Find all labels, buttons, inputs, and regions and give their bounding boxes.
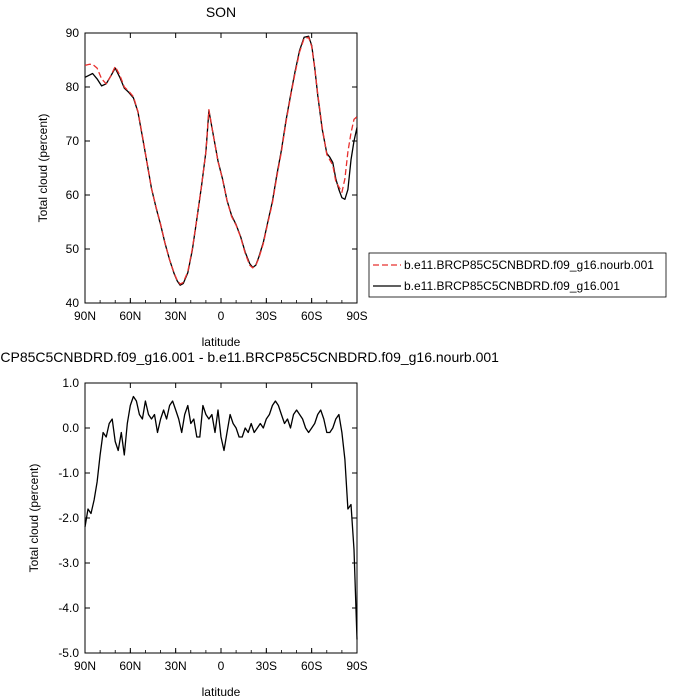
y-tick-label: -5.0 <box>58 646 79 660</box>
y-tick-label: -1.0 <box>58 466 79 480</box>
top-series-group <box>84 35 358 286</box>
x-tick-label: 30N <box>165 309 187 323</box>
x-tick-label: 90N <box>74 659 96 673</box>
top-series-line-1 <box>84 35 358 286</box>
y-tick-label: 60 <box>66 188 80 202</box>
x-tick-label: 0 <box>218 309 225 323</box>
y-tick-label: 1.0 <box>62 376 79 390</box>
bottom-series-line-0 <box>84 395 358 640</box>
y-tick-label: 80 <box>66 80 80 94</box>
x-tick-label: 90N <box>74 309 96 323</box>
bottom-x-axis-label: latitude <box>202 685 241 699</box>
y-tick-label: -3.0 <box>58 556 79 570</box>
y-tick-label: 90 <box>66 26 80 40</box>
bottom-plot-frame <box>84 382 358 654</box>
legend-box <box>368 252 667 298</box>
bottom-y-axis: 1.0 0.0 -1.0 -2.0 -3.0 -4.0 -5.0 <box>58 376 357 660</box>
top-x-axis-label: latitude <box>202 335 241 349</box>
x-tick-label: 60S <box>301 309 322 323</box>
top-chart-panel: SON 90N 60N 30N 0 30S 60S 90S 40 50 60 70 80 90 lat… <box>36 4 368 349</box>
top-plot-frame <box>84 32 358 304</box>
y-tick-label: 0.0 <box>62 421 79 435</box>
bottom-series-group <box>84 395 358 640</box>
legend-label-nourb: b.e11.BRCP85C5CNBDRD.f09_g16.nourb.001 <box>404 258 654 272</box>
x-tick-label: 90S <box>346 309 367 323</box>
legend: b.e11.BRCP85C5CNBDRD.f09_g16.nourb.001 b… <box>368 252 667 298</box>
top-y-axis: 40 50 60 70 80 90 <box>66 26 357 310</box>
y-tick-label: 50 <box>66 242 80 256</box>
x-tick-label: 30S <box>256 309 277 323</box>
bottom-chart-panel: b.e11.BRCP85C5CNBDRD.f09_g16.001 - b.e11… <box>0 349 499 699</box>
bottom-y-axis-label: Total cloud (percent) <box>27 464 41 573</box>
x-tick-label: 60N <box>119 309 141 323</box>
top-series-line-0 <box>84 36 358 285</box>
y-tick-label: 40 <box>66 296 80 310</box>
x-tick-label: 0 <box>218 659 225 673</box>
x-tick-label: 90S <box>346 659 367 673</box>
y-tick-label: -4.0 <box>58 601 79 615</box>
y-tick-label: -2.0 <box>58 511 79 525</box>
x-tick-label: 30N <box>165 659 187 673</box>
top-chart-title: SON <box>206 4 236 20</box>
bottom-x-axis: 90N 60N 30N 0 30S 60S 90S <box>74 383 368 673</box>
top-x-axis: 90N 60N 30N 0 30S 60S 90S <box>74 33 368 323</box>
x-tick-label: 30S <box>256 659 277 673</box>
x-tick-label: 60N <box>119 659 141 673</box>
y-tick-label: 70 <box>66 134 80 148</box>
bottom-chart-title: b.e11.BRCP85C5CNBDRD.f09_g16.001 - b.e11… <box>0 349 499 365</box>
top-y-axis-label: Total cloud (percent) <box>36 114 50 223</box>
legend-label-control: b.e11.BRCP85C5CNBDRD.f09_g16.001 <box>404 279 620 293</box>
x-tick-label: 60S <box>301 659 322 673</box>
